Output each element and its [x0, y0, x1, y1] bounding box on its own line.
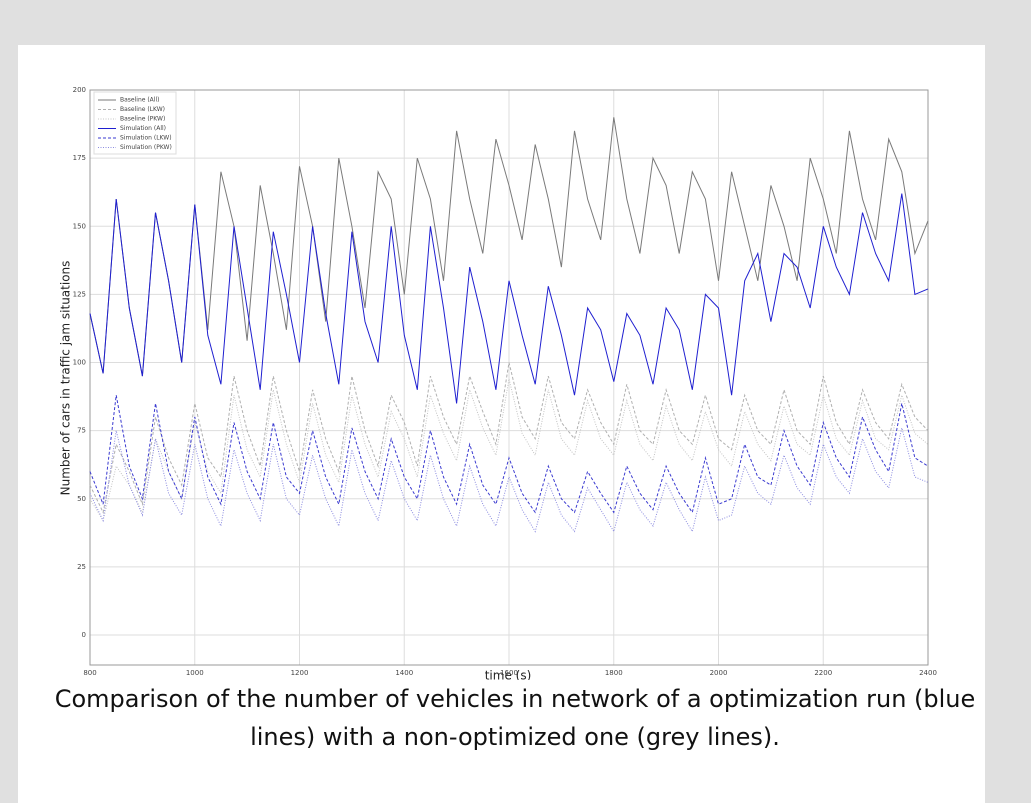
series-line — [89, 378, 929, 522]
x-tick-label: 1000 — [186, 669, 204, 677]
x-tick-label: 2400 — [919, 669, 937, 677]
y-tick-label: 150 — [73, 222, 86, 230]
x-tick-label: 2000 — [710, 669, 728, 677]
y-tick-label: 200 — [73, 86, 86, 94]
legend-label: Simulation (All) — [120, 125, 166, 132]
legend-label: Baseline (LKW) — [120, 106, 165, 113]
y-tick-label: 100 — [73, 359, 86, 367]
y-tick-label: 125 — [73, 290, 86, 298]
plot-frame — [89, 89, 929, 666]
series-line — [89, 193, 929, 404]
caption: Comparison of the number of vehicles in … — [54, 685, 976, 751]
x-tick-label: 1800 — [605, 669, 623, 677]
x-axis-label: time (s) — [485, 669, 532, 681]
series-line — [89, 427, 929, 533]
x-tick-label: 1400 — [395, 669, 413, 677]
y-axis-label: Number of cars in traffic jam situations — [59, 261, 73, 496]
legend-box — [93, 91, 177, 155]
y-tick-label: 0 — [82, 631, 86, 639]
series-line — [89, 117, 929, 377]
legend-label: Simulation (PKW) — [120, 144, 172, 151]
series-line — [89, 362, 929, 514]
x-tick-label: 1600 — [500, 669, 518, 677]
y-tick-label: 50 — [77, 495, 86, 503]
x-tick-label: 800 — [83, 669, 96, 677]
x-tick-label: 1200 — [291, 669, 309, 677]
y-tick-label: 175 — [73, 154, 86, 162]
series-line — [89, 395, 929, 514]
y-tick-label: 75 — [77, 427, 86, 435]
y-tick-label: 25 — [77, 563, 86, 571]
legend-label: Baseline (All) — [120, 97, 159, 104]
chart: time (s) Number of cars in traffic jam s… — [59, 86, 937, 681]
legend-label: Simulation (LKW) — [120, 135, 172, 142]
legend-label: Baseline (PKW) — [120, 116, 165, 123]
x-tick-label: 2200 — [814, 669, 832, 677]
